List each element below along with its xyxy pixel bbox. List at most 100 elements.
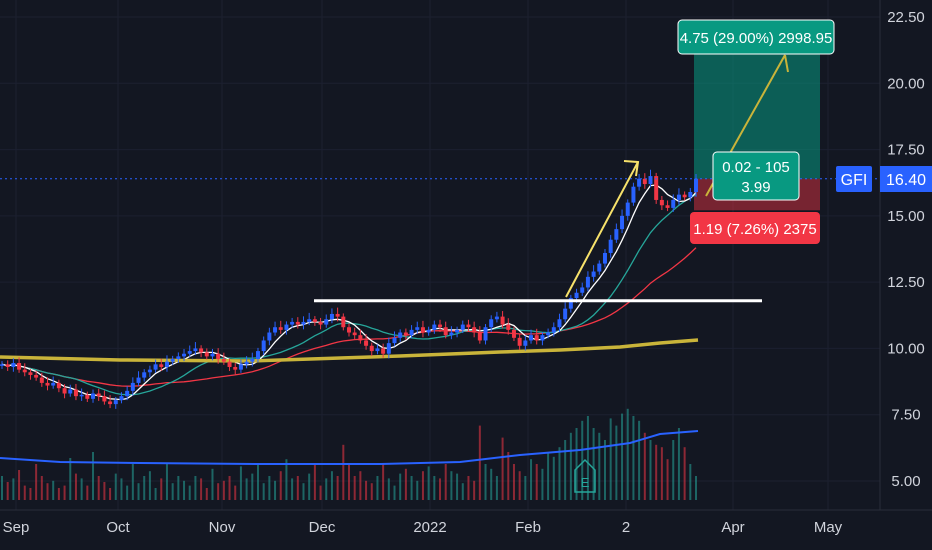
volume-bar — [308, 473, 311, 500]
candle-body — [375, 348, 380, 352]
candle-body — [79, 394, 84, 397]
volume-bar — [370, 483, 373, 500]
candle-body — [631, 186, 636, 203]
candle-body — [136, 377, 141, 383]
volume-bar — [239, 466, 242, 500]
candle-body — [267, 332, 272, 341]
volume-bar — [649, 440, 652, 500]
volume-bar — [228, 476, 231, 500]
volume-bar — [313, 464, 316, 500]
candle-body — [534, 335, 539, 341]
volume-bar — [575, 428, 578, 500]
volume-bar — [387, 478, 390, 500]
candle-body — [671, 199, 676, 208]
time-tick-0: Sep — [3, 519, 30, 536]
center-label-box[interactable]: 0.02 - 105 3.99 — [712, 151, 800, 201]
time-tick-4: 2022 — [413, 519, 446, 536]
volume-bar — [319, 485, 322, 500]
volume-bar — [598, 432, 601, 500]
candle-body — [381, 348, 386, 354]
candle-body — [597, 263, 602, 272]
candle-body — [119, 396, 124, 401]
volume-bar — [689, 464, 692, 500]
volume-bar — [109, 488, 112, 500]
trend-arrow-1 — [565, 161, 639, 298]
volume-bar — [365, 480, 368, 500]
candle-body — [102, 396, 107, 402]
time-tick-3: Dec — [309, 519, 336, 536]
volume-bar — [171, 483, 174, 500]
volume-bar — [205, 488, 208, 500]
candle-body — [341, 316, 346, 328]
volume-bar — [188, 485, 191, 500]
candle-body — [301, 321, 306, 325]
volume-bar — [399, 473, 402, 500]
stop-label-box[interactable]: 1.19 (7.26%) 2375 — [690, 212, 820, 244]
volume-ma — [0, 430, 699, 465]
candle-body — [318, 321, 323, 325]
candle-body — [295, 321, 300, 325]
volume-bar — [393, 485, 396, 500]
candle-body — [324, 319, 329, 325]
price-tick-5: 10.00 — [887, 340, 925, 357]
volume-bar — [421, 471, 424, 500]
volume-bar — [456, 473, 459, 500]
price-tick-4: 12.50 — [887, 274, 925, 291]
candle-body — [648, 176, 653, 185]
candle-body — [176, 356, 181, 360]
candle-body — [580, 287, 585, 293]
candle-body — [125, 390, 130, 397]
volume-bar — [353, 476, 356, 500]
earnings-icon[interactable]: E — [574, 458, 596, 493]
volume-bar — [615, 425, 618, 500]
volume-bar — [558, 447, 561, 500]
candle-body — [438, 324, 443, 328]
volume-bar — [524, 476, 527, 500]
candle-body — [278, 327, 283, 330]
candle-body — [637, 178, 642, 187]
volume-bar — [603, 440, 606, 500]
volume-bar — [40, 476, 43, 500]
candle-body — [455, 329, 460, 333]
candle-body — [130, 382, 135, 391]
candle-body — [443, 327, 448, 336]
time-axis-ticks: Sep Oct Nov Dec 2022 Feb 2 Apr May — [3, 519, 843, 536]
candle-body — [290, 321, 295, 325]
volume-bar — [450, 471, 453, 500]
candle-body — [614, 229, 619, 240]
ma-long — [0, 338, 699, 363]
candle-body — [28, 372, 33, 375]
time-tick-5: Feb — [515, 519, 541, 536]
candle-body — [398, 332, 403, 338]
candle-body — [352, 332, 357, 336]
target-label-box[interactable]: 4.75 (29.00%) 2998.95 — [677, 19, 835, 55]
volume-bar — [530, 459, 533, 500]
stop-label: 1.19 (7.26%) 2375 — [693, 221, 816, 238]
candle-body — [392, 337, 397, 344]
candle-body — [17, 363, 22, 370]
candle-body — [420, 327, 425, 333]
volume-bar — [382, 464, 385, 500]
candle-body — [284, 324, 289, 330]
volume-bar — [63, 485, 66, 500]
candle-body — [85, 394, 90, 399]
volume-bar — [586, 416, 589, 500]
candle-body — [500, 316, 505, 325]
candle-body — [5, 364, 10, 367]
price-tick-3: 15.00 — [887, 208, 925, 225]
time-tick-6: 2 — [622, 519, 630, 536]
price-axis-ticks: 22.50 20.00 17.50 15.00 12.50 10.00 7.50 5.00 — [887, 9, 925, 490]
volume-bars — [1, 408, 697, 500]
annotations[interactable] — [314, 54, 789, 303]
candle-body — [517, 337, 522, 346]
candle-body — [477, 332, 482, 341]
volume-bar — [302, 483, 305, 500]
volume-bar — [348, 464, 350, 500]
target-label: 4.75 (29.00%) 2998.95 — [680, 30, 833, 47]
volume-bar — [655, 444, 658, 500]
price-axis[interactable] — [880, 0, 932, 550]
volume-bar — [12, 478, 15, 500]
candle-body — [688, 191, 693, 198]
svg-text:E: E — [581, 475, 590, 490]
